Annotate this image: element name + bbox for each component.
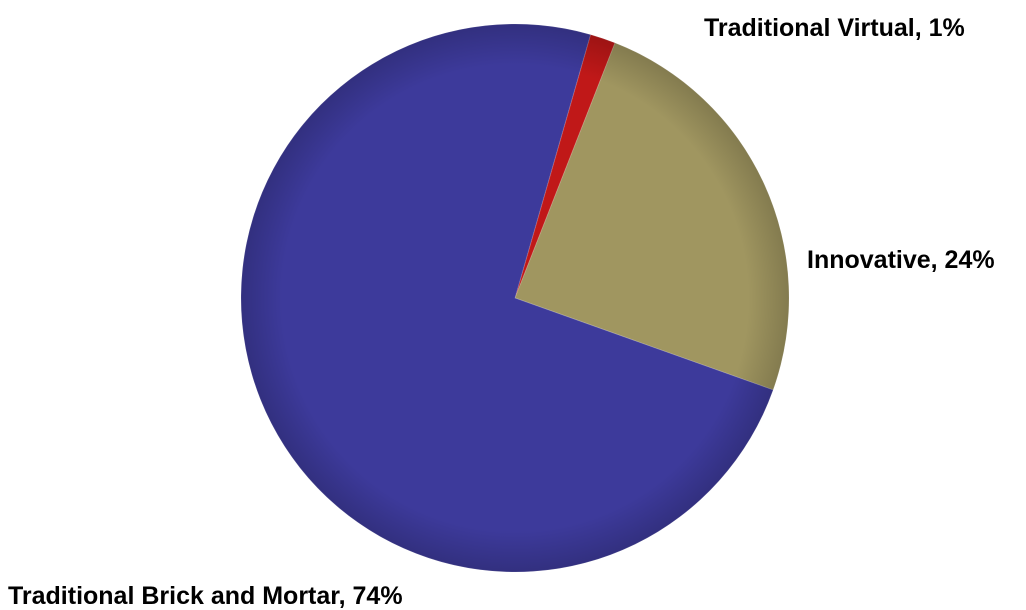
label-traditional-virtual: Traditional Virtual, 1%	[704, 14, 965, 42]
label-innovative: Innovative, 24%	[807, 246, 995, 274]
pie-slices	[240, 23, 790, 573]
label-traditional-brick-and-mortar: Traditional Brick and Mortar, 74%	[8, 582, 403, 610]
